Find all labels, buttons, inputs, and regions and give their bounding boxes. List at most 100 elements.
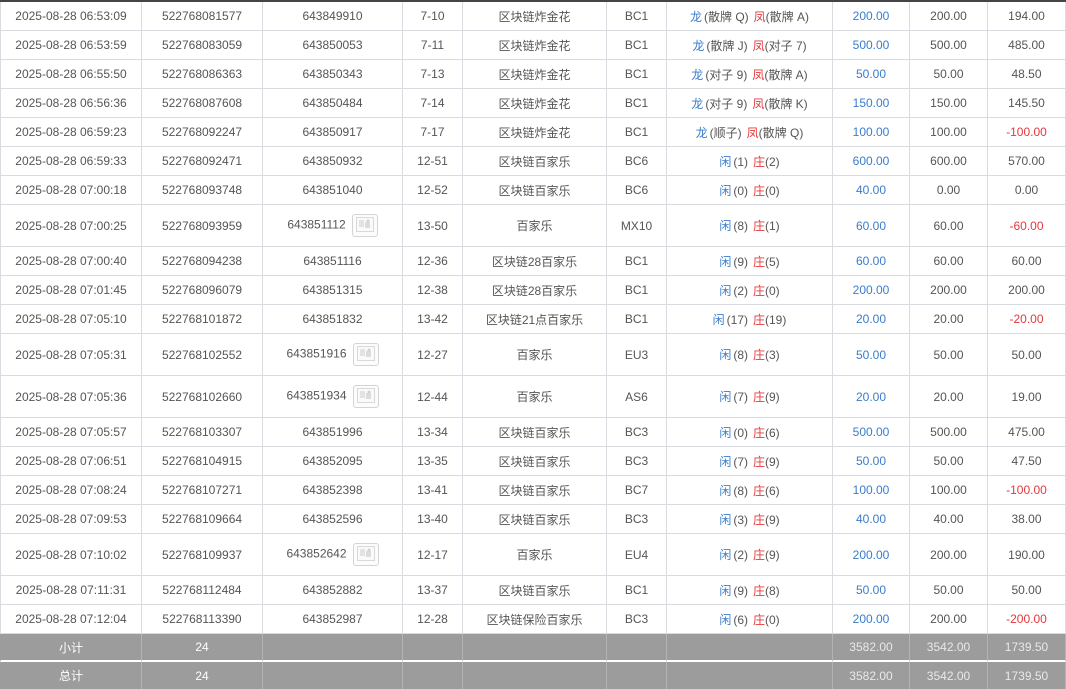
round-no-cell: 7-17	[403, 118, 463, 147]
bet-amount-link[interactable]: 40.00	[855, 183, 887, 197]
table-code-cell: BC6	[607, 147, 667, 176]
bet-amount-link[interactable]: 200.00	[852, 283, 890, 297]
round-no-cell: 12-17	[403, 534, 463, 576]
table-code-cell: BC7	[607, 476, 667, 505]
result-banker-label: 凤	[752, 96, 765, 111]
round-id-cell: 643851116	[263, 247, 403, 276]
round-no-cell: 12-52	[403, 176, 463, 205]
valid-amount-cell: 50.00	[910, 60, 988, 89]
result-player-label: 闲	[719, 283, 732, 298]
bet-id-cell: 522768103307	[142, 418, 263, 447]
round-id-text: 643852398	[302, 483, 363, 497]
bet-amount-link[interactable]: 50.00	[855, 67, 887, 81]
bet-amount-link[interactable]: 150.00	[852, 96, 890, 110]
result-banker-value: (8)	[765, 583, 780, 598]
bet-time-cell: 2025-08-28 06:56:36	[0, 89, 142, 118]
summary-count: 24	[142, 634, 263, 662]
result-banker-label: 庄	[753, 483, 766, 498]
round-id-cell: 643851916	[263, 334, 403, 376]
round-no-cell: 12-28	[403, 605, 463, 634]
result-banker-value: (散牌 K)	[764, 96, 808, 111]
round-no-cell: 12-44	[403, 376, 463, 418]
valid-amount-cell: 60.00	[910, 247, 988, 276]
winloss-amount-cell: 194.00	[988, 2, 1066, 31]
bet-amount-link[interactable]: 40.00	[855, 512, 887, 526]
bet-amount-link[interactable]: 100.00	[852, 483, 890, 497]
bet-id-cell: 522768093959	[142, 205, 263, 247]
bet-amount-link[interactable]: 600.00	[852, 154, 890, 168]
bet-amount-link[interactable]: 20.00	[855, 389, 887, 404]
game-name-cell: 区块链炸金花	[463, 89, 607, 118]
result-player-label: 龙	[691, 96, 704, 111]
bet-amount-link[interactable]: 50.00	[855, 583, 887, 597]
bet-amount-link[interactable]: 100.00	[852, 125, 890, 139]
result-banker-value: (5)	[765, 254, 780, 269]
winloss-amount-cell: 0.00	[988, 176, 1066, 205]
table-row: 2025-08-28 07:06:51 522768104915 6438520…	[0, 447, 1066, 476]
card-result-icon[interactable]	[352, 385, 379, 408]
bet-time-cell: 2025-08-28 07:11:31	[0, 576, 142, 605]
bet-amount-link[interactable]: 50.00	[855, 347, 887, 362]
round-id-text: 643851916	[286, 346, 347, 361]
result-cell: 龙 (顺子) 凤(散牌 Q)	[667, 118, 833, 147]
round-no-cell: 13-50	[403, 205, 463, 247]
bet-amount-cell: 50.00	[833, 447, 910, 476]
round-id-cell: 643851112	[263, 205, 403, 247]
result-banker-label: 凤	[753, 9, 766, 24]
table-row: 2025-08-28 07:11:31 522768112484 6438528…	[0, 576, 1066, 605]
bet-amount-link[interactable]: 50.00	[855, 454, 887, 468]
bet-amount-link[interactable]: 60.00	[855, 218, 887, 233]
bet-amount-link[interactable]: 500.00	[852, 38, 890, 52]
result-banker-label: 庄	[753, 219, 766, 233]
table-code-cell: BC6	[607, 176, 667, 205]
summary-empty-cell	[667, 662, 833, 689]
bet-id-cell: 522768092471	[142, 147, 263, 176]
bet-amount-cell: 50.00	[833, 334, 910, 376]
result-player-label: 闲	[719, 390, 732, 404]
bet-amount-link[interactable]: 200.00	[852, 547, 890, 562]
result-banker-value: (19)	[765, 312, 787, 327]
game-name-cell: 区块链28百家乐	[463, 247, 607, 276]
table-row: 2025-08-28 07:00:40 522768094238 6438511…	[0, 247, 1066, 276]
bet-amount-link[interactable]: 60.00	[855, 254, 887, 268]
game-name-cell: 区块链保险百家乐	[463, 605, 607, 634]
round-no-cell: 7-10	[403, 2, 463, 31]
bet-amount-link[interactable]: 200.00	[852, 612, 890, 626]
card-result-icon[interactable]	[352, 543, 379, 566]
result-player-value: (顺子)	[709, 125, 742, 140]
summary-valid-total: 3542.00	[910, 634, 988, 662]
result-banker-label: 庄	[753, 254, 766, 269]
round-id-cell: 643851996	[263, 418, 403, 447]
round-no-cell: 7-13	[403, 60, 463, 89]
bet-amount-link[interactable]: 20.00	[855, 312, 887, 326]
round-no-cell: 7-14	[403, 89, 463, 118]
round-id-text: 643851116	[303, 254, 362, 268]
bet-amount-link[interactable]: 200.00	[852, 9, 890, 23]
valid-amount-cell: 60.00	[910, 205, 988, 247]
bet-amount-cell: 60.00	[833, 247, 910, 276]
round-id-text: 643849910	[302, 9, 363, 23]
result-banker-value: (9)	[765, 512, 780, 527]
round-id-text: 643852987	[302, 612, 363, 626]
winloss-amount-cell: 200.00	[988, 276, 1066, 305]
round-no-cell: 12-51	[403, 147, 463, 176]
valid-amount-cell: 50.00	[910, 576, 988, 605]
game-name-cell: 区块链百家乐	[463, 576, 607, 605]
round-id-text: 643850053	[302, 38, 363, 52]
valid-amount-cell: 600.00	[910, 147, 988, 176]
table-row: 2025-08-28 07:10:02 522768109937 6438526…	[0, 534, 1066, 576]
bet-amount-link[interactable]: 500.00	[852, 425, 890, 439]
game-name-cell: 区块链28百家乐	[463, 276, 607, 305]
result-banker-value: (散牌 A)	[764, 67, 808, 82]
game-name-cell: 区块链21点百家乐	[463, 305, 607, 334]
winloss-amount-cell: 145.50	[988, 89, 1066, 118]
round-id-cell: 643850932	[263, 147, 403, 176]
result-player-value: (对子 9)	[705, 67, 748, 82]
valid-amount-cell: 500.00	[910, 418, 988, 447]
bet-id-cell: 522768109664	[142, 505, 263, 534]
card-result-icon[interactable]	[352, 343, 379, 366]
winloss-amount-cell: 190.00	[988, 534, 1066, 576]
card-result-icon[interactable]	[351, 214, 378, 237]
result-banker-value: (散牌 Q)	[758, 125, 804, 140]
result-cell: 龙 (散牌 Q) 凤(散牌 A)	[667, 2, 833, 31]
